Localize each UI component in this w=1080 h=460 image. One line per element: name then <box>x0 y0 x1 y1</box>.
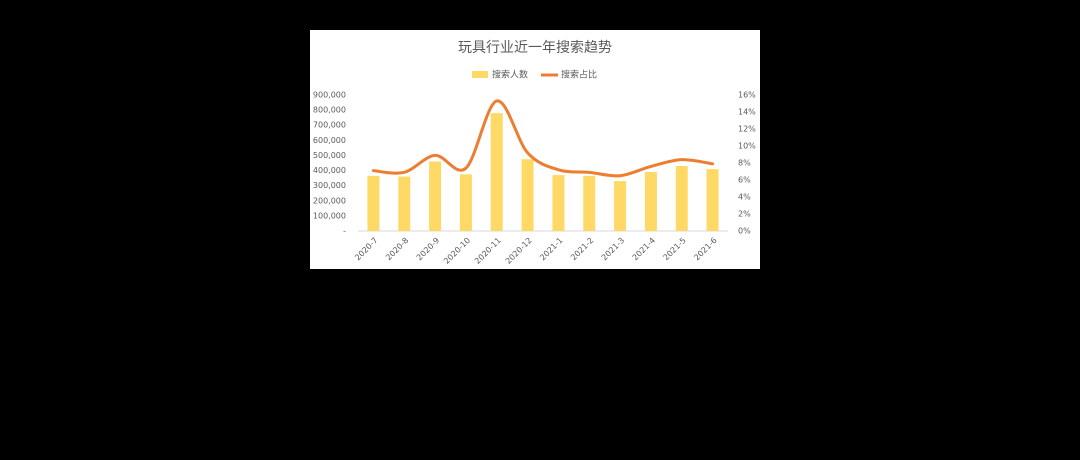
y-tick-label: 100,000 <box>313 211 346 220</box>
chart-background <box>310 30 760 269</box>
bar <box>459 174 472 231</box>
legend-swatch <box>472 71 488 78</box>
legend-label: 搜索人数 <box>492 69 528 81</box>
bar <box>675 166 688 231</box>
y-tick-label: 900,000 <box>313 91 346 100</box>
bar <box>552 175 565 231</box>
y2-tick-label: 4% <box>738 193 751 202</box>
y2-tick-label: 2% <box>738 210 751 219</box>
y-tick-label: 800,000 <box>313 106 346 115</box>
bar <box>429 161 442 231</box>
y2-tick-label: 6% <box>738 176 751 185</box>
y-tick-label: - <box>343 227 346 236</box>
y2-tick-label: 16% <box>738 91 756 100</box>
bar <box>706 169 719 231</box>
bar <box>490 113 503 231</box>
line <box>371 99 715 178</box>
y-tick-label: 300,000 <box>313 181 346 190</box>
bar <box>583 175 596 231</box>
y2-tick-label: 8% <box>738 159 751 168</box>
bar <box>367 175 380 231</box>
y-tick-label: 700,000 <box>313 121 346 130</box>
legend-label: 搜索占比 <box>561 69 597 81</box>
bar <box>644 172 657 231</box>
y-tick-label: 200,000 <box>313 196 346 205</box>
y-tick-label: 500,000 <box>313 151 346 160</box>
y2-tick-label: 10% <box>738 142 756 151</box>
chart-title: 玩具行业近一年搜索趋势 <box>458 39 612 56</box>
y2-tick-label: 0% <box>738 227 751 236</box>
y-tick-label: 400,000 <box>313 166 346 175</box>
bar <box>398 176 411 231</box>
bar <box>614 181 627 231</box>
bar <box>521 159 534 231</box>
y-tick-label: 600,000 <box>313 136 346 145</box>
y2-tick-label: 12% <box>738 125 756 134</box>
y2-tick-label: 14% <box>738 108 756 117</box>
